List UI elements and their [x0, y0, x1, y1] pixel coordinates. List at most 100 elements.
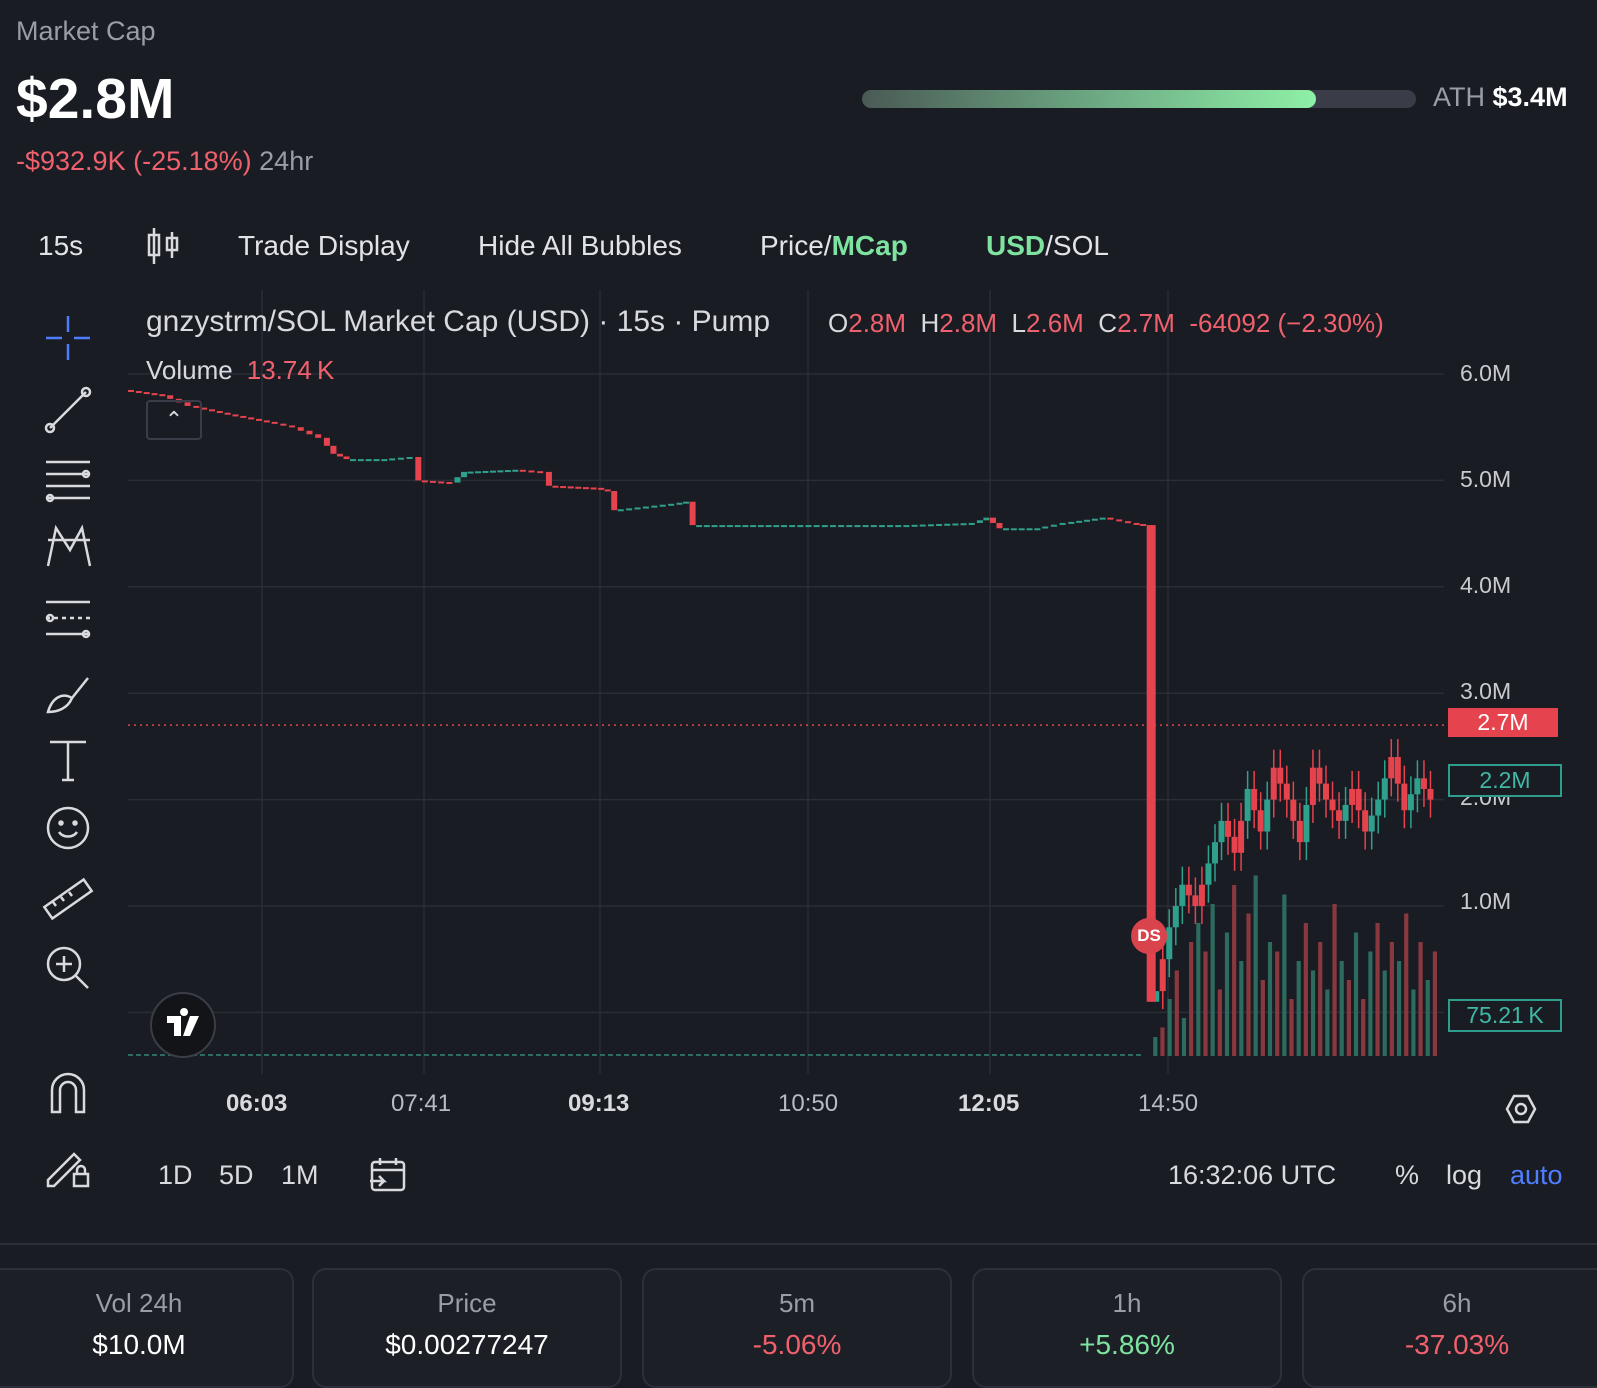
volume-bar [472, 1054, 477, 1056]
stat-card[interactable]: 1h +5.86% [972, 1268, 1282, 1388]
range-1m-button[interactable]: 1M [281, 1160, 319, 1190]
candle [208, 409, 215, 412]
volume-bar [1239, 961, 1244, 1056]
interval-selector[interactable]: 15s [38, 230, 84, 261]
volume-bar [504, 1054, 509, 1056]
fib-lines-icon[interactable] [40, 452, 96, 508]
volume-bar [640, 1054, 645, 1056]
volume-bar [768, 1054, 773, 1056]
candle [575, 486, 582, 489]
usd-sol-toggle[interactable]: USD/SOL [986, 230, 1109, 262]
volume-bar [448, 1054, 453, 1056]
log-scale-button[interactable]: log [1446, 1160, 1483, 1190]
chart-settings-icon[interactable] [1505, 1093, 1537, 1130]
pattern-icon[interactable] [40, 520, 96, 576]
candle [781, 525, 787, 528]
stat-card[interactable]: 6h -37.03% [1302, 1268, 1597, 1388]
candle [489, 470, 496, 473]
candle [263, 420, 270, 423]
volume-bar [536, 1054, 541, 1056]
candle [813, 525, 820, 528]
magnet-icon[interactable] [40, 1064, 96, 1120]
candle [297, 427, 304, 431]
volume-bar [392, 1054, 397, 1056]
stat-card[interactable]: 5m -5.06% [642, 1268, 952, 1388]
volume-bar [1088, 1054, 1093, 1056]
volume-bar [1072, 1054, 1077, 1056]
candle [996, 522, 1003, 529]
volume-bar [520, 1054, 525, 1056]
candle [135, 391, 142, 394]
candle [350, 459, 357, 462]
secondary-price-label: 2.2M [1448, 764, 1562, 797]
emoji-icon[interactable] [40, 800, 96, 856]
tradingview-logo[interactable] [150, 992, 216, 1058]
candle [689, 501, 696, 526]
volume-bar [160, 1054, 165, 1056]
go-to-date-icon[interactable] [368, 1155, 408, 1200]
candle [862, 525, 869, 528]
collapse-legend-button[interactable]: ⌃ [146, 400, 202, 440]
stat-label: 5m [778, 1288, 816, 1318]
projection-icon[interactable] [40, 590, 96, 646]
candle [757, 525, 764, 528]
stat-card[interactable]: Vol 24h $10.0M [0, 1268, 294, 1388]
volume-bar [816, 1054, 821, 1056]
price-chart[interactable] [0, 290, 1597, 1090]
volume-bar [664, 1054, 669, 1056]
percent-scale-button[interactable]: % [1395, 1160, 1420, 1190]
range-1d-button[interactable]: 1D [158, 1160, 193, 1190]
volume-bar [696, 1054, 701, 1056]
candle [528, 470, 535, 473]
volume-bar [848, 1054, 853, 1056]
candle [903, 525, 910, 528]
auto-scale-button[interactable]: auto [1510, 1160, 1563, 1190]
volume-bar [736, 1054, 741, 1056]
low-label: L [1011, 308, 1027, 338]
candle [805, 525, 812, 528]
ath-value: $3.4M [1492, 82, 1568, 112]
utc-clock: 16:32:06 UTC [1168, 1160, 1337, 1190]
stat-card[interactable]: Price $0.00277247 [312, 1268, 622, 1388]
volume-bar [688, 1054, 693, 1056]
lock-drawing-icon[interactable] [40, 1136, 96, 1192]
candle [611, 491, 618, 511]
high-label: H [920, 308, 940, 338]
hide-bubbles-button[interactable]: Hide All Bubbles [478, 230, 682, 261]
volume-bar [1368, 951, 1373, 1056]
candle [911, 524, 918, 527]
candle [598, 487, 605, 490]
text-icon[interactable] [40, 732, 96, 788]
volume-bar [256, 1054, 261, 1056]
volume-bar [480, 1054, 485, 1056]
volume-bar [360, 1054, 365, 1056]
volume-bar [144, 1054, 149, 1056]
trade-display-button[interactable]: Trade Display [238, 230, 410, 261]
volume-bar [1282, 894, 1287, 1056]
volume-bar [456, 1054, 461, 1056]
ruler-icon[interactable] [40, 872, 96, 928]
brush-icon[interactable] [40, 664, 96, 720]
candlestick-icon[interactable] [146, 226, 180, 273]
crosshair-icon[interactable] [40, 310, 96, 366]
range-5d-button[interactable]: 5D [219, 1160, 254, 1190]
stat-label: Vol 24h [95, 1288, 183, 1318]
volume-bar [1396, 961, 1402, 1056]
open-value: 2.8M [848, 308, 907, 338]
price-mcap-toggle[interactable]: Price/MCap [760, 230, 908, 262]
volume-bar [632, 1054, 637, 1056]
zoom-in-icon[interactable] [40, 940, 96, 996]
trendline-icon[interactable] [40, 382, 96, 438]
price-label: Price/ [760, 230, 832, 261]
volume-bar [1112, 1054, 1117, 1056]
volume-bar [1332, 904, 1337, 1056]
volume-bar [856, 1054, 861, 1056]
candle [159, 394, 166, 397]
volume-bar [1411, 989, 1416, 1056]
volume-bar [1432, 951, 1437, 1056]
volume-bar [1056, 1054, 1061, 1056]
candle [330, 445, 337, 454]
x-axis-tick: 14:50 [1138, 1090, 1199, 1117]
ds-marker[interactable]: DS [1131, 918, 1167, 954]
candle [1026, 528, 1033, 531]
